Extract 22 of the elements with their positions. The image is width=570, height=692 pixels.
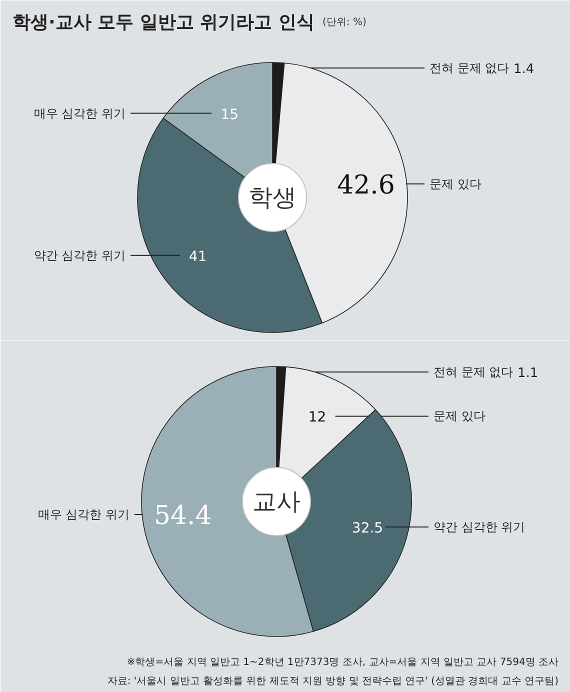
slice-label: 문제 있다 xyxy=(430,176,482,191)
text: 학생 xyxy=(248,184,296,212)
data-label: 1.4 xyxy=(514,62,534,78)
slice-label: 전혀 문제 없다 xyxy=(430,61,510,76)
slice-label: 전혀 문제 없다 xyxy=(434,364,514,379)
slice-label: 매우 심각한 위기 xyxy=(38,508,130,522)
text: 자료: '서울시 일반고 활성화를 위한 제도적 지원 방향 및 전략수립 연구' (성열관 경희대 교수 연구팀) xyxy=(107,676,559,687)
data-label: 54.4 xyxy=(154,501,212,532)
text: ※학생=서울 지역 일반고 1~2학년 1만7373명 조사, 교사=서울 지역 일반고 교사 7594명 조사 xyxy=(126,657,559,668)
data-label: 12 xyxy=(308,410,326,426)
slice-label: 매우 심각한 위기 xyxy=(34,106,126,120)
data-label: 32.5 xyxy=(352,520,384,537)
chart-title: 학생·교사 모두 일반고 위기라고 인식 xyxy=(12,12,314,33)
slice-label: 약간 심각한 위기 xyxy=(34,248,126,262)
data-label: 15 xyxy=(220,106,239,123)
data-label: 1.1 xyxy=(518,366,538,381)
data-label: 42.6 xyxy=(337,170,395,200)
slice-label: 약간 심각한 위기 xyxy=(434,520,526,534)
chart-subtitle: (단위: %) xyxy=(322,17,366,28)
data-label: 41 xyxy=(188,248,207,265)
text: 교사 xyxy=(252,488,300,516)
slice-label: 문제 있다 xyxy=(434,409,486,424)
